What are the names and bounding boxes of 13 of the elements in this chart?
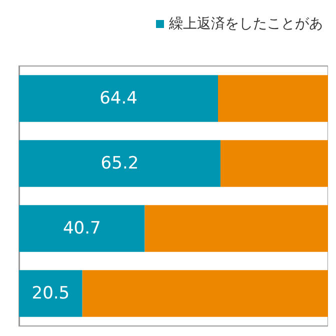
bar [82, 270, 328, 317]
data-label: 20.5 [32, 284, 70, 304]
bar [19, 270, 82, 317]
bar [144, 205, 328, 252]
data-label: 64.4 [100, 88, 138, 108]
bar [19, 205, 145, 252]
bar [19, 75, 218, 122]
data-label: 65.2 [100, 154, 139, 174]
data-label: 40.7 [62, 218, 101, 238]
bar [19, 140, 220, 187]
bar [218, 75, 328, 122]
bar [220, 140, 328, 187]
legend-label: 繰上返済をしたことがあ [168, 16, 323, 32]
